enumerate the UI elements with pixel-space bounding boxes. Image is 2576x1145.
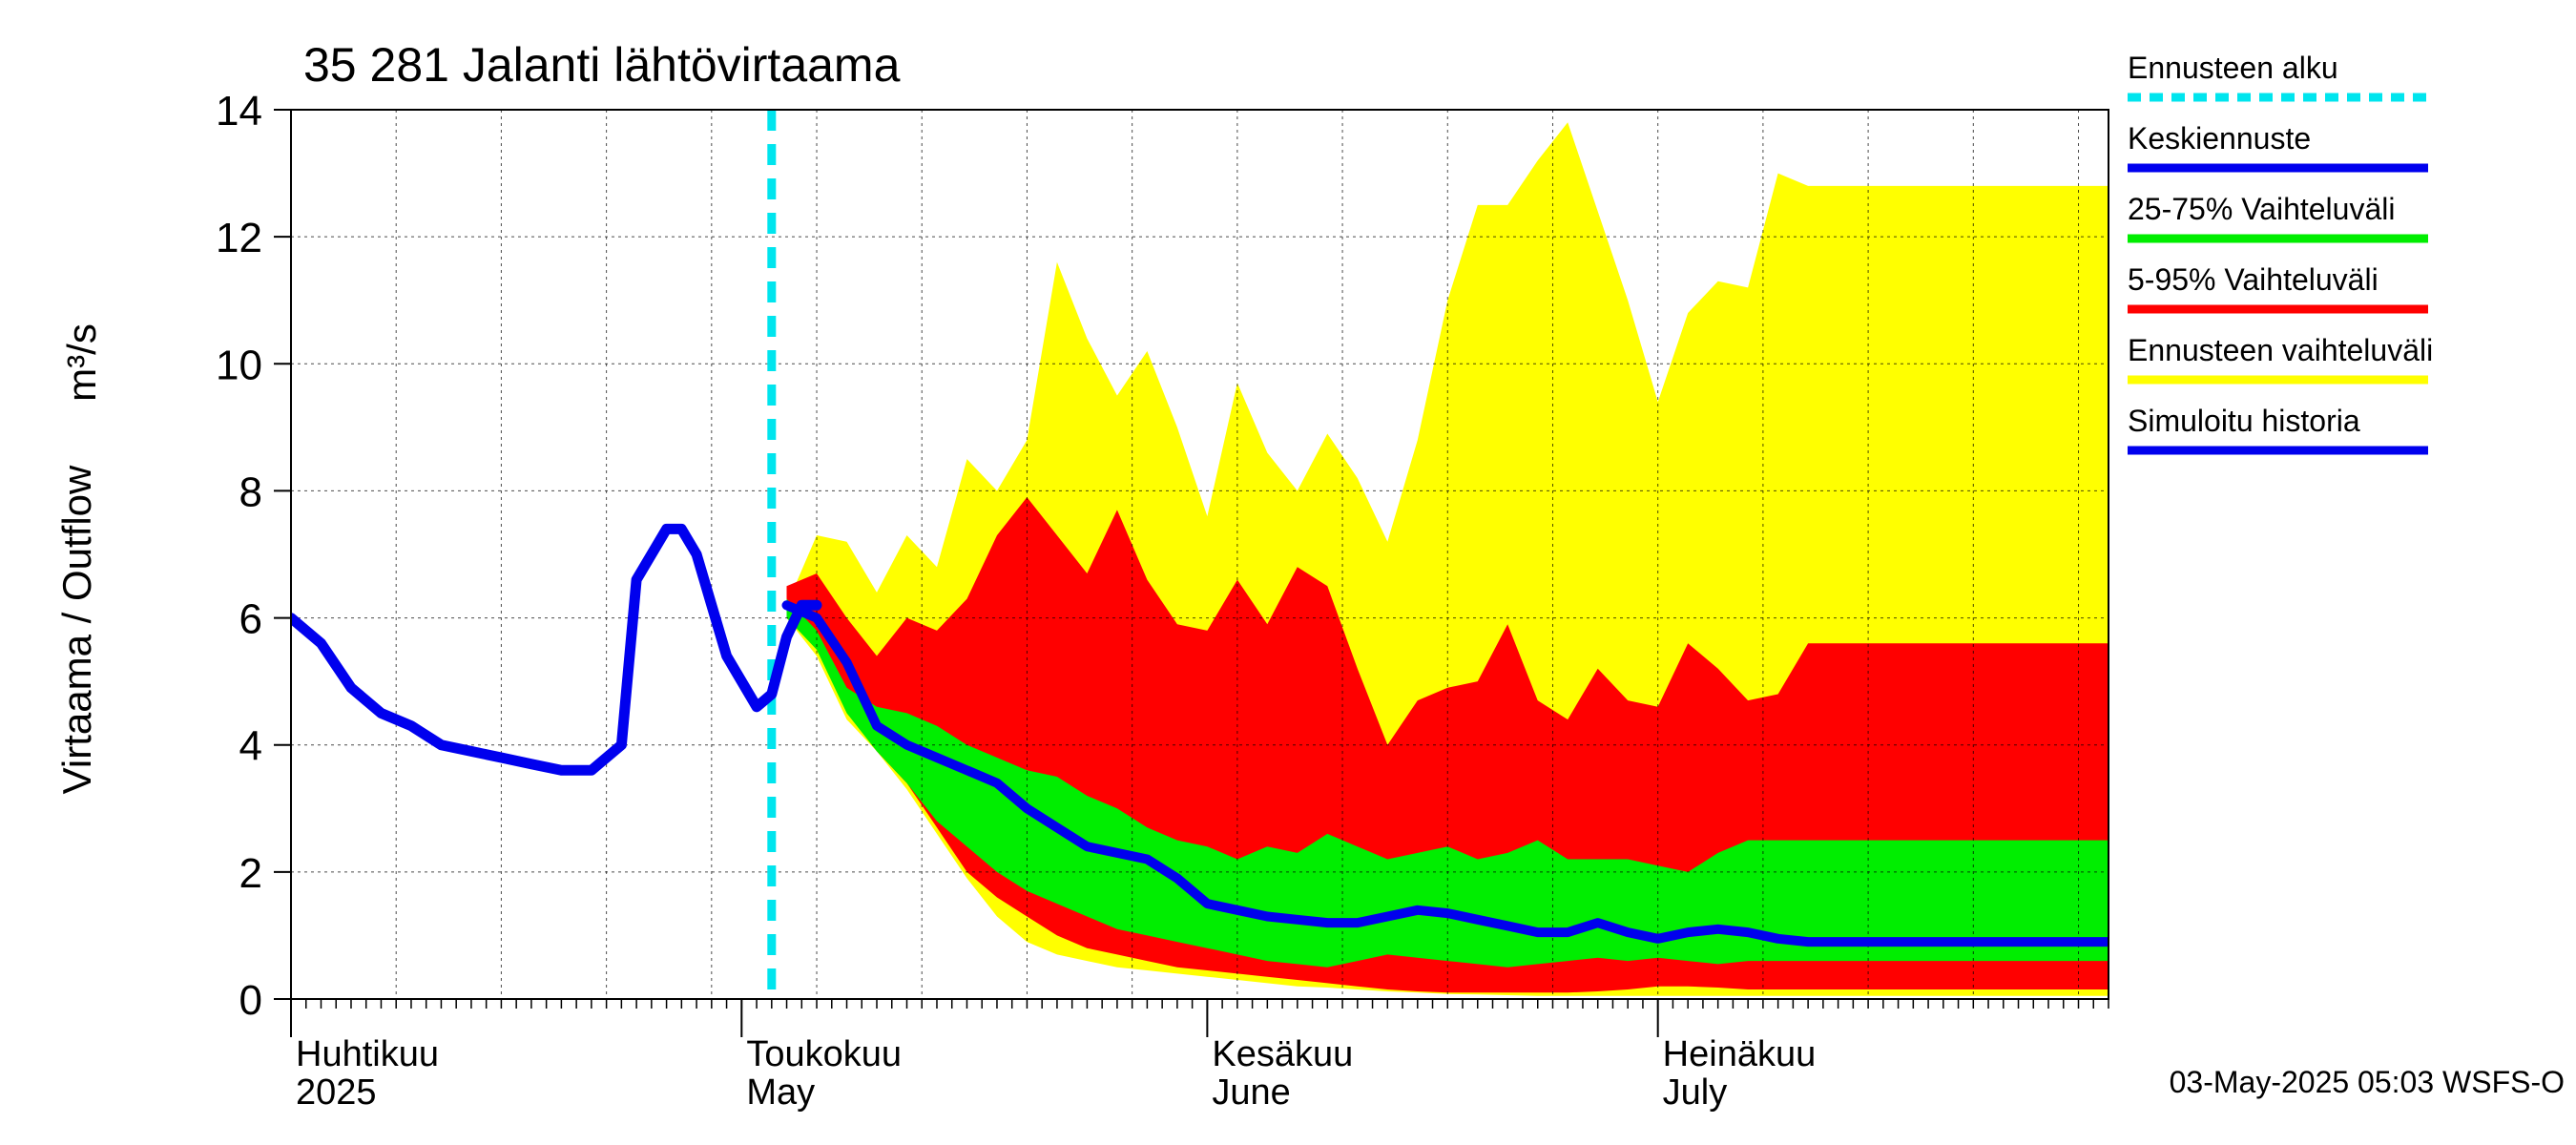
chart-title: 35 281 Jalanti lähtövirtaama <box>303 38 901 92</box>
series-line-keskiennuste <box>781 600 2109 947</box>
legend-label-25-75-vaihteluv-li: 25-75% Vaihteluväli <box>2128 192 2395 226</box>
y-tick-label: 4 <box>239 723 262 770</box>
y-tick-label: 12 <box>216 215 262 261</box>
x-month-label-fi: Toukokuu <box>746 1034 902 1074</box>
x-month-label-en: June <box>1212 1072 1290 1113</box>
y-axis-label-group: Virtaama / Outflow <box>54 465 99 794</box>
y-tick-label: 10 <box>216 342 262 388</box>
series-lines <box>291 110 2109 999</box>
x-month-label-en: 2025 <box>296 1072 377 1113</box>
legend-label-ennusteen-alku: Ennusteen alku <box>2128 51 2338 85</box>
x-month-label-fi: Heinäkuu <box>1663 1034 1817 1074</box>
y-axis-unit-group: m³/s <box>59 323 104 402</box>
y-tick-label: 0 <box>239 977 262 1024</box>
legend-label-simuloitu-historia: Simuloitu historia <box>2128 404 2360 438</box>
plot-frame <box>290 109 2109 1000</box>
x-month-label-en: May <box>746 1072 815 1113</box>
y-tick-label: 6 <box>239 596 262 643</box>
x-month-label-fi: Huhtikuu <box>296 1034 439 1074</box>
y-tick-label: 8 <box>239 468 262 515</box>
footer-timestamp: 03-May-2025 05:03 WSFS-O <box>2170 1065 2565 1099</box>
y-axis-unit: m³/s <box>59 323 104 402</box>
y-tick-label: 2 <box>239 850 262 897</box>
x-month-label-en: July <box>1663 1072 1728 1113</box>
legend-label-5-95-vaihteluv-li: 5-95% Vaihteluväli <box>2128 262 2379 297</box>
legend: Ennusteen alku Keskiennuste 25-75% Vaihtel… <box>2128 51 2433 455</box>
band-25-75-vaihteluv-li <box>786 598 2109 968</box>
y-axis-label: Virtaama / Outflow <box>54 465 99 794</box>
y-tick-label: 14 <box>216 88 262 135</box>
grid-lines <box>291 110 2109 999</box>
legend-label-keskiennuste: Keskiennuste <box>2128 121 2311 156</box>
legend-label-ennusteen-vaihteluv-li: Ennusteen vaihteluväli <box>2128 333 2433 367</box>
y-axis: 0 2 4 6 8 10 12 14 <box>216 88 291 1024</box>
series-line-simuloitu-historia <box>291 523 822 776</box>
x-month-label-fi: Kesäkuu <box>1212 1034 1353 1074</box>
